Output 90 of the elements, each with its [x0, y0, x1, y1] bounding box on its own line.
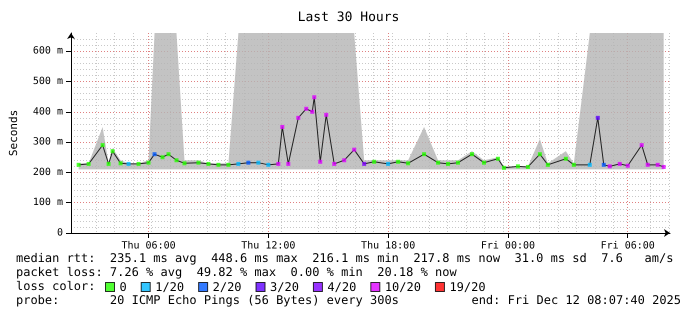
point — [206, 162, 210, 166]
point — [166, 152, 171, 156]
point — [276, 162, 280, 166]
legend-label: 4/20 — [327, 280, 356, 294]
point — [608, 164, 612, 168]
point — [372, 160, 376, 164]
point — [422, 152, 426, 156]
point — [602, 162, 606, 167]
point — [546, 162, 550, 167]
point — [342, 158, 346, 162]
legend-title: loss color: — [16, 279, 96, 293]
y-tick-label: 400 m — [32, 106, 63, 118]
y-tick-label: 300 m — [32, 136, 63, 148]
y-tick-label: 100 m — [32, 197, 63, 208]
x-tick-label: Thu 18:00 — [361, 240, 416, 252]
point — [100, 143, 105, 148]
point — [502, 166, 506, 170]
chart-title: Last 30 Hours — [298, 10, 400, 25]
point — [618, 162, 622, 166]
point — [470, 152, 474, 156]
point — [538, 152, 542, 156]
x-tick-label: Thu 06:00 — [121, 240, 176, 252]
point — [296, 116, 300, 120]
point — [152, 152, 157, 156]
point — [146, 160, 151, 165]
point — [362, 162, 366, 166]
point — [266, 162, 270, 167]
point — [496, 156, 500, 161]
point — [482, 160, 486, 165]
point — [86, 162, 91, 166]
point — [110, 149, 115, 154]
legend-label: 1/20 — [155, 280, 184, 294]
text: end: Fri Dec 12 08:07:40 2025 — [471, 293, 681, 307]
point — [312, 95, 316, 100]
point — [640, 143, 644, 148]
legend-label: 10/20 — [384, 280, 421, 294]
point — [106, 162, 111, 166]
point — [396, 160, 400, 164]
point — [280, 124, 284, 129]
legend-label: 0 — [120, 280, 127, 294]
point — [318, 160, 322, 164]
point — [456, 160, 460, 165]
point — [286, 162, 290, 166]
point — [182, 161, 186, 166]
point — [436, 160, 440, 165]
point — [174, 158, 178, 162]
point — [386, 162, 390, 166]
point — [656, 162, 660, 167]
point — [526, 164, 530, 169]
point — [304, 106, 308, 111]
point — [76, 162, 81, 167]
y-tick-label: 600 m — [32, 46, 63, 57]
y-tick-label: 200 m — [32, 166, 63, 178]
point — [564, 156, 568, 161]
text: median rtt: 235.1 ms avg 448.6 ms max 216.1 ms min 217.8 ms now 31.0 ms sd 7.6 am/s — [16, 251, 674, 265]
point — [196, 160, 200, 165]
point — [352, 148, 356, 152]
point — [596, 116, 600, 120]
point — [126, 162, 131, 166]
y-tick-label: 0 — [56, 228, 63, 238]
point — [516, 164, 520, 168]
point — [226, 162, 230, 167]
y-axis-title: Seconds — [7, 110, 20, 156]
point — [136, 162, 141, 166]
text: probe: 20 ICMP Echo Pings (56 Bytes) every 300s — [16, 293, 399, 307]
text: packet loss: 7.26 % avg 49.82 % max 0.00 % min 20.18 % now — [16, 265, 458, 279]
y-tick-label: 500 m — [32, 76, 63, 87]
legend-label: 2/20 — [212, 280, 242, 294]
point — [332, 162, 336, 166]
x-tick-label: Fri 06:00 — [600, 240, 655, 252]
point — [118, 161, 123, 166]
point — [246, 160, 250, 165]
legend-label: 3/20 — [270, 280, 299, 294]
x-tick-label: Thu 12:00 — [241, 240, 296, 252]
line-series — [78, 96, 664, 168]
point — [446, 162, 450, 166]
point — [160, 155, 165, 160]
point — [236, 162, 240, 166]
point — [406, 161, 410, 166]
point — [626, 164, 630, 168]
x-tick-label: Fri 00:00 — [480, 240, 536, 252]
point — [646, 162, 650, 167]
point — [216, 162, 220, 167]
point — [310, 110, 314, 114]
legend-label: 19/20 — [449, 280, 486, 294]
point — [324, 112, 328, 117]
point — [256, 160, 260, 165]
point — [662, 164, 666, 169]
point — [588, 162, 592, 167]
point — [572, 162, 576, 167]
